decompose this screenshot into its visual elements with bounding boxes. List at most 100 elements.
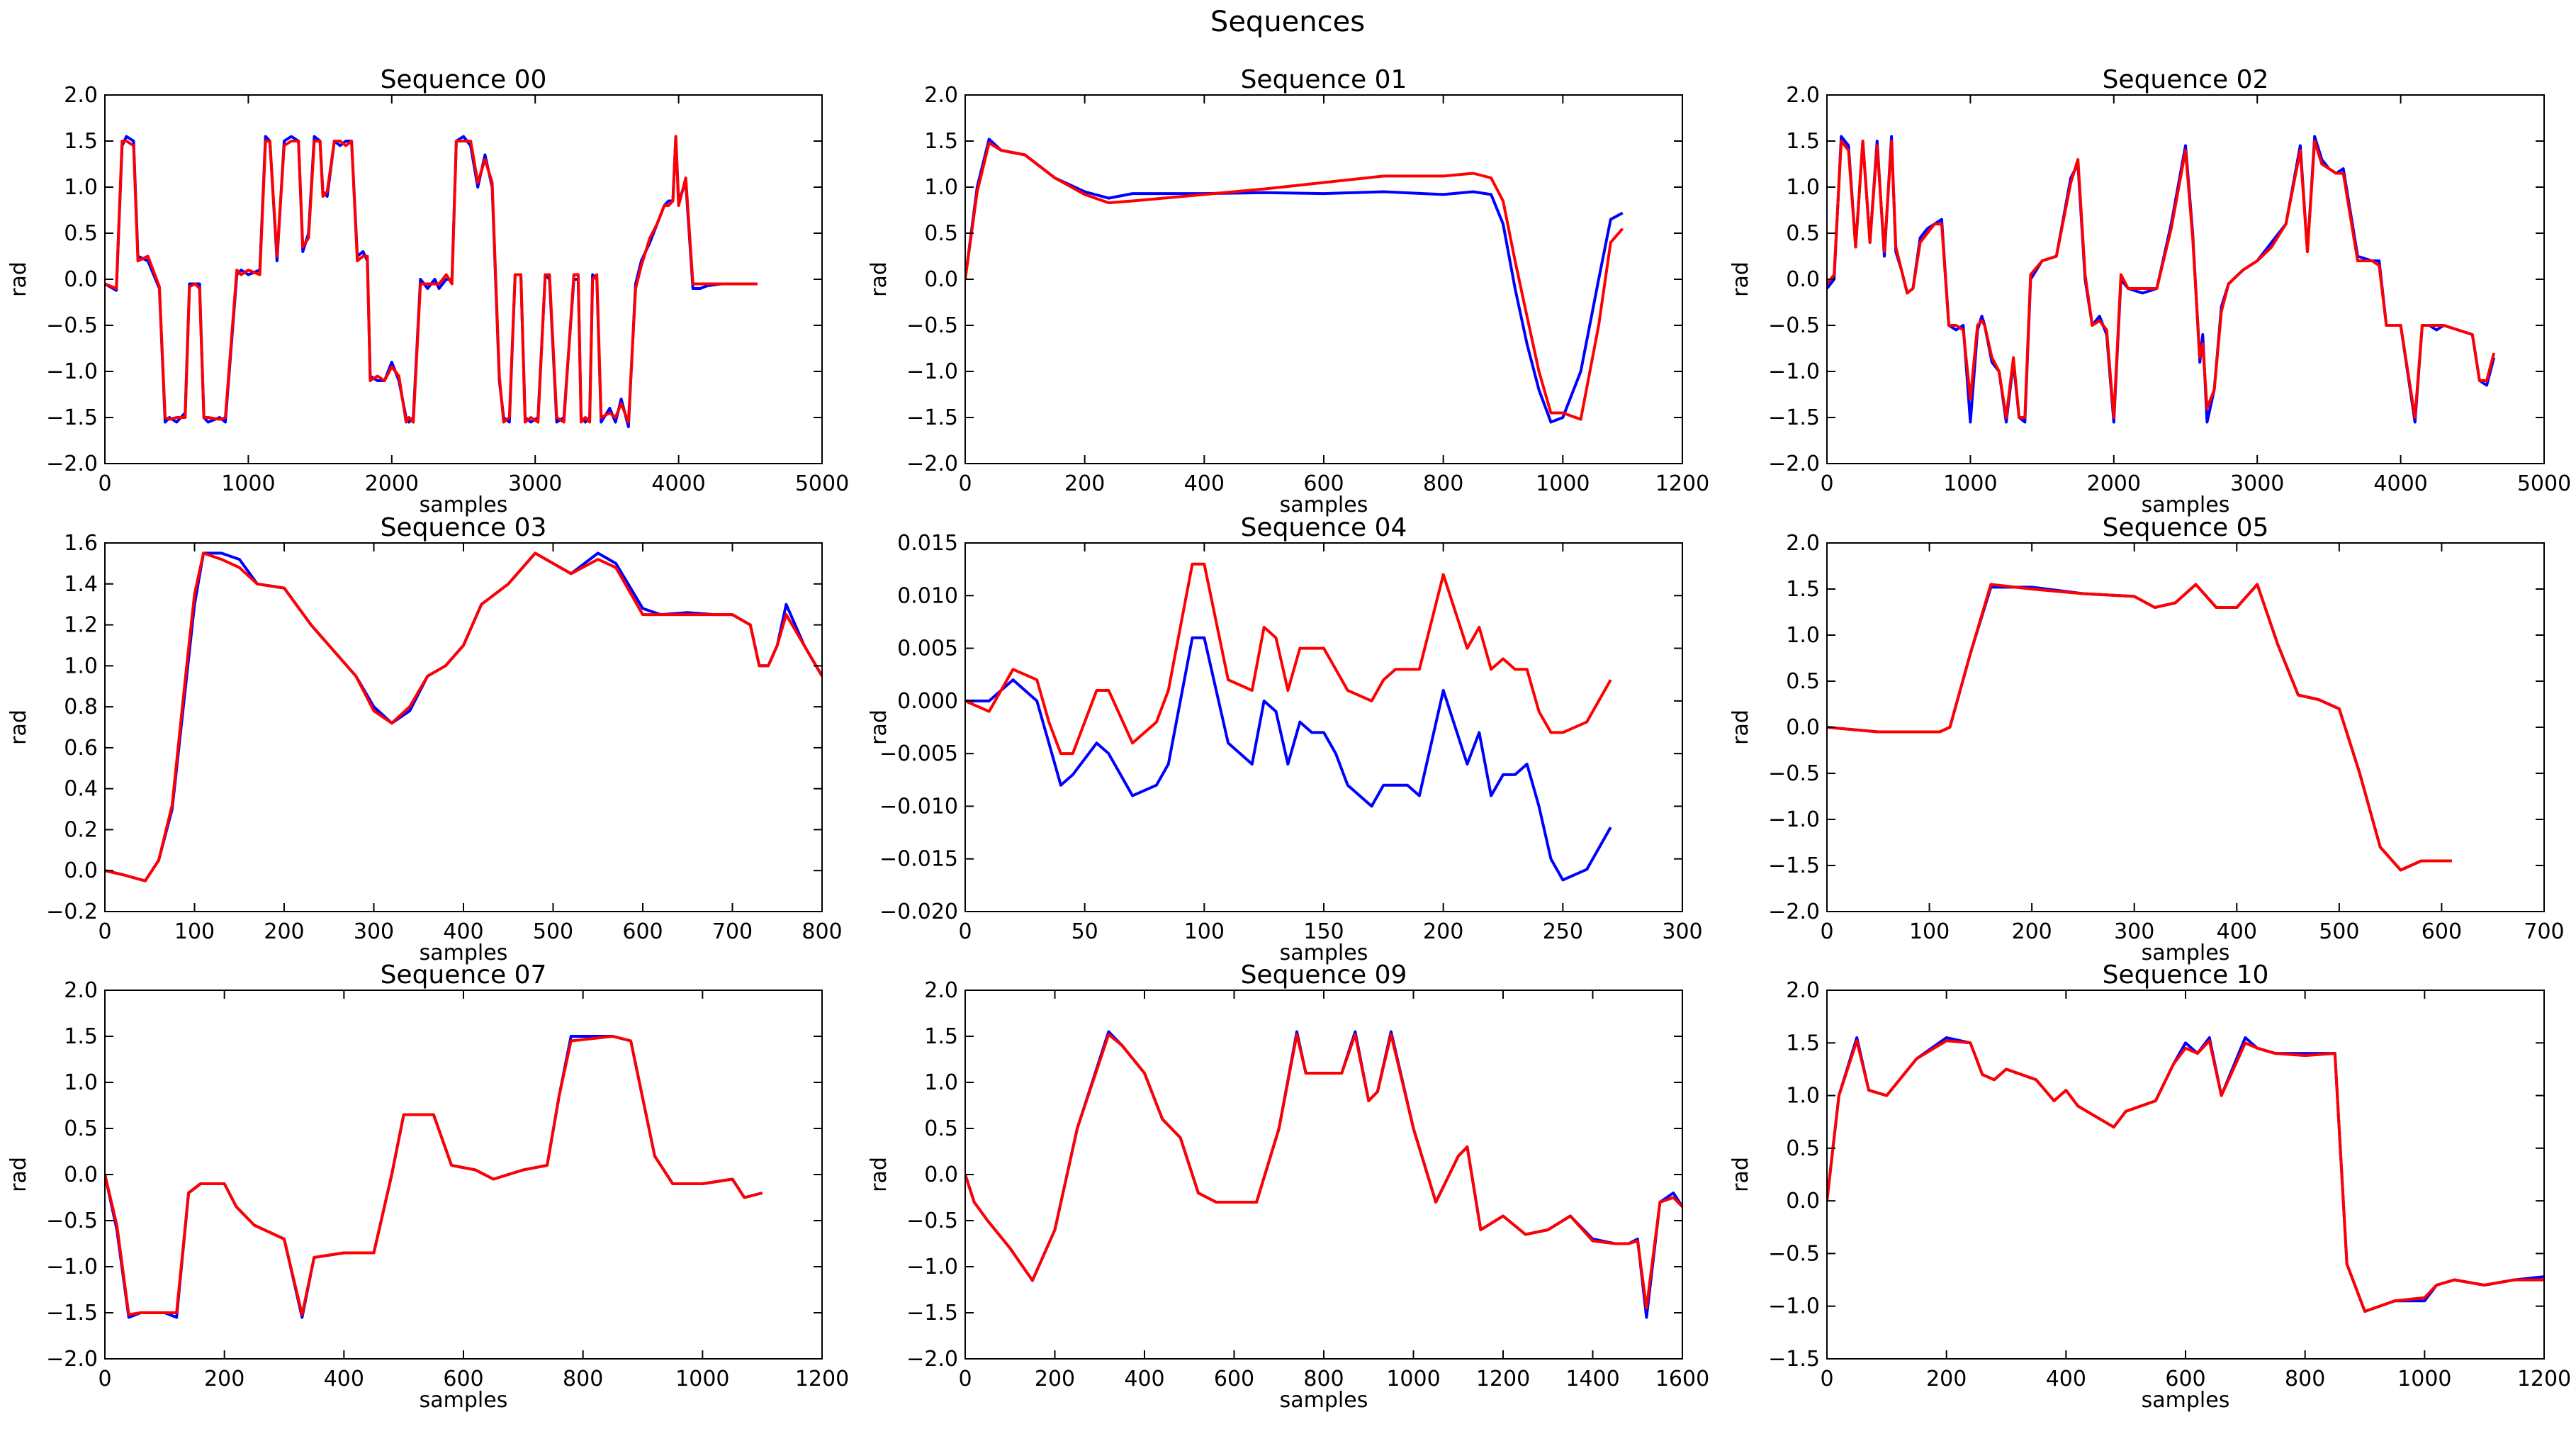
x-tick-label: 5000	[795, 471, 849, 496]
y-tick-label: −0.5	[1768, 313, 1820, 338]
y-tick-label: −0.5	[46, 313, 98, 338]
series-group	[105, 1035, 763, 1319]
x-tick-label: 800	[2285, 1367, 2325, 1391]
x-tick-label: 600	[1303, 471, 1344, 496]
x-tick-label: 100	[174, 919, 215, 944]
y-tick-label: −1.5	[1768, 1347, 1820, 1372]
y-tick-label: −1.5	[906, 1301, 958, 1326]
y-tick-label: −1.0	[906, 359, 958, 384]
series-group	[965, 562, 1612, 882]
y-tick-label: 0.0	[64, 267, 98, 292]
y-tick-label: −1.5	[46, 405, 98, 430]
y-tick-label: 0.5	[1786, 1136, 1820, 1161]
y-tick-label: 0.5	[1786, 669, 1820, 694]
x-tick-label: 800	[1303, 1367, 1344, 1391]
x-tick-label: 4000	[651, 471, 705, 496]
x-tick-label: 400	[2217, 919, 2257, 944]
x-tick-label: 1000	[1943, 471, 1997, 496]
x-tick-label: 400	[2046, 1367, 2086, 1391]
y-tick-label: 1.0	[1786, 175, 1820, 200]
y-tick-label: −1.0	[46, 359, 98, 384]
y-tick-label: −1.0	[46, 1255, 98, 1279]
y-tick-label: 0.0	[1786, 715, 1820, 740]
y-tick-label: 0.015	[897, 531, 958, 556]
y-tick-label: 2.0	[64, 978, 98, 1003]
y-tick-label: −1.5	[1768, 853, 1820, 878]
subplot-title: Sequence 02	[2103, 65, 2269, 94]
y-tick-label: 0.010	[897, 583, 958, 608]
y-axis-label: rad	[6, 262, 31, 297]
y-axis-label: rad	[1728, 710, 1753, 745]
x-tick-label: 100	[1909, 919, 1950, 944]
y-tick-label: 2.0	[1786, 83, 1820, 108]
y-tick-label: −0.010	[879, 794, 958, 819]
y-tick-label: −0.2	[46, 900, 98, 924]
subplot-title: Sequence 01	[1241, 65, 1407, 94]
y-tick-label: 0.4	[64, 777, 98, 802]
x-tick-label: 200	[1064, 471, 1105, 496]
x-tick-label: 200	[2012, 919, 2052, 944]
subplot-title: Sequence 07	[381, 960, 547, 990]
y-axis-label: rad	[867, 262, 892, 297]
x-tick-label: 1000	[1536, 471, 1590, 496]
series-line-red	[965, 1033, 1682, 1310]
y-tick-label: −0.005	[879, 741, 958, 766]
y-tick-label: 1.5	[64, 1024, 98, 1049]
x-axis-label: samples	[420, 941, 508, 965]
series-group	[1827, 135, 2496, 424]
x-tick-label: 0	[1820, 471, 1833, 496]
series-line-red	[105, 551, 822, 882]
series-group	[965, 1030, 1682, 1319]
series-group	[105, 135, 758, 428]
y-tick-label: −1.0	[1768, 1294, 1820, 1319]
y-tick-label: 2.0	[64, 83, 98, 108]
y-tick-label: 0.000	[897, 689, 958, 714]
y-tick-label: −2.0	[1768, 452, 1820, 476]
y-axis-label: rad	[6, 710, 31, 745]
x-tick-label: 50	[1072, 919, 1098, 944]
x-tick-label: 200	[1423, 919, 1463, 944]
x-tick-label: 200	[1926, 1367, 1967, 1391]
y-tick-label: −0.020	[879, 900, 958, 924]
series-line-red	[105, 135, 758, 424]
figure-title: Sequences	[1210, 6, 1365, 38]
x-axis-label: samples	[2142, 493, 2230, 517]
y-tick-label: 0.6	[64, 736, 98, 761]
x-axis-label: samples	[420, 1388, 508, 1413]
y-tick-label: 1.0	[64, 175, 98, 200]
x-tick-label: 2000	[365, 471, 419, 496]
y-tick-label: 1.0	[64, 1070, 98, 1095]
subplot-2: 0 1000 2000 3000 4000 5000 −2.0 −1.5 −1.0 −0.5 0.0…	[1728, 65, 2571, 517]
y-tick-label: −0.5	[46, 1209, 98, 1233]
x-tick-label: 3000	[508, 471, 562, 496]
x-tick-label: 5000	[2517, 471, 2571, 496]
series-group	[1827, 583, 2452, 872]
y-tick-label: 0.5	[64, 1116, 98, 1141]
subplot-title: Sequence 00	[381, 65, 547, 94]
subplot-grid: 0 1000 2000 3000 4000 5000−2.0−1.5−1.0−0.50.0…	[6, 65, 2571, 1413]
x-tick-label: 1200	[795, 1367, 849, 1391]
y-axis-label: rad	[1728, 1157, 1753, 1192]
subplot-3: 0 100 200 300 400 500 600 700 800 −0.2 0.0 0.2 0.4 0.…	[6, 513, 843, 965]
x-tick-label: 500	[2319, 919, 2359, 944]
y-tick-label: 1.0	[924, 1070, 958, 1095]
x-tick-label: 150	[1303, 919, 1344, 944]
y-tick-label: 1.4	[64, 572, 98, 597]
y-tick-label: 0.0	[64, 858, 98, 883]
y-tick-label: 0.5	[64, 221, 98, 246]
y-tick-label: 0.5	[924, 1116, 958, 1141]
x-tick-label: 500	[533, 919, 573, 944]
x-tick-label: 200	[1035, 1367, 1075, 1391]
y-tick-label: −0.5	[1768, 1241, 1820, 1266]
subplot-title: Sequence 04	[1241, 513, 1407, 542]
x-tick-label: 0	[958, 471, 972, 496]
y-tick-label: 0.0	[924, 1162, 958, 1187]
series-line-red	[1827, 140, 2496, 419]
x-tick-label: 0	[1820, 1367, 1833, 1391]
subplot-1: 0 200 400 600 800 1000 1200 −2.0 −1.5 −1.0 −0.5 0.0…	[867, 65, 1709, 517]
y-tick-label: 0.0	[1786, 267, 1820, 292]
x-tick-label: 800	[563, 1367, 603, 1391]
x-tick-label: 400	[324, 1367, 364, 1391]
series-line-red	[1827, 1039, 2544, 1313]
